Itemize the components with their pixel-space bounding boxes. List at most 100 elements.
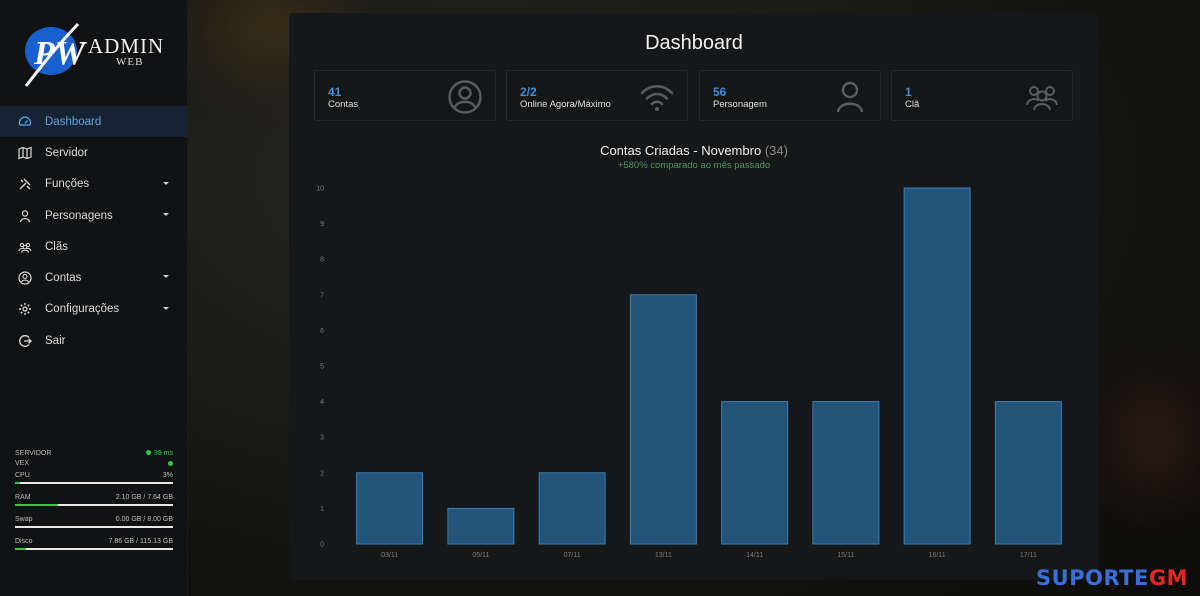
sidebar-item-label: Contas — [45, 272, 82, 285]
cpu-stat: CPU 3% — [15, 472, 173, 484]
group-icon — [18, 240, 32, 254]
chart-title: Contas Criadas - Novembro (34) — [600, 143, 788, 158]
x-tick-label: 15/11 — [837, 552, 854, 559]
ram-bar — [15, 504, 173, 506]
y-tick-label: 1 — [320, 506, 324, 513]
server-stats: SERVIDOR 39 ms VEX CPU 3% RAM 2.10 GB / 7.… — [15, 450, 173, 558]
vex-label: VEX — [15, 460, 30, 467]
gauge-icon — [18, 115, 32, 129]
chart-bar[interactable] — [447, 507, 515, 545]
caret-down-icon — [163, 275, 169, 279]
card-contas[interactable]: 41 Contas — [314, 70, 496, 121]
sidebar: PW ADMIN WEB Dashboard Servidor Funções Per… — [0, 0, 188, 596]
sidebar-item-contas[interactable]: Contas — [0, 262, 188, 293]
x-tick-label: 17/11 — [1020, 552, 1037, 559]
x-tick-label: 14/11 — [746, 552, 763, 559]
disk-value: 7.86 GB / 115.13 GB — [108, 538, 173, 545]
map-icon — [18, 146, 32, 160]
sidebar-menu: Dashboard Servidor Funções Personagens Clãs C… — [0, 106, 188, 356]
card-label: Online Agora/Máximo — [520, 99, 611, 110]
watermark: SUPORTEGM — [1036, 566, 1188, 590]
card-cla[interactable]: 1 Clã — [891, 70, 1073, 121]
sidebar-item-servidor[interactable]: Servidor — [0, 137, 188, 168]
tools-icon — [18, 177, 32, 191]
vex-status-dot-icon — [168, 461, 173, 466]
x-tick-label: 16/11 — [929, 552, 946, 559]
swap-bar — [15, 526, 173, 528]
y-tick-label: 7 — [320, 292, 324, 299]
logo-admin-text: ADMIN — [88, 34, 165, 58]
disk-stat: Disco 7.86 GB / 115.13 GB — [15, 538, 173, 550]
sidebar-item-funcoes[interactable]: Funções — [0, 169, 188, 200]
sidebar-item-dashboard[interactable]: Dashboard — [0, 106, 188, 138]
ram-label: RAM — [15, 494, 31, 501]
x-tick-label: 05/11 — [472, 552, 489, 559]
y-tick-label: 9 — [320, 221, 324, 228]
card-value: 1 — [905, 85, 912, 99]
sidebar-item-configuracoes[interactable]: Configurações — [0, 294, 188, 325]
chart-bar[interactable] — [721, 401, 789, 545]
y-tick-label: 6 — [320, 328, 324, 335]
svg-text:PW: PW — [33, 35, 88, 72]
y-tick-label: 2 — [320, 470, 324, 477]
sidebar-item-label: Clãs — [45, 240, 69, 253]
chart-bar[interactable] — [994, 401, 1062, 545]
user-icon — [836, 81, 864, 113]
sidebar-item-label: Configurações — [45, 303, 120, 316]
disk-bar — [15, 548, 173, 550]
sidebar-item-sair[interactable]: Sair — [0, 325, 188, 356]
x-tick-label: 13/11 — [655, 552, 672, 559]
pw-logo-icon: PW — [24, 22, 88, 87]
background-glow — [1110, 380, 1200, 500]
card-label: Personagem — [713, 99, 767, 110]
y-tick-label: 3 — [320, 435, 324, 442]
swap-label: Swap — [15, 516, 33, 523]
y-tick-label: 5 — [320, 364, 324, 371]
caret-down-icon — [163, 306, 169, 310]
server-ping: 39 ms — [145, 450, 173, 457]
sidebar-item-label: Sair — [45, 334, 66, 347]
chart-title-count: (34) — [764, 143, 788, 158]
logout-icon — [18, 334, 32, 348]
server-row: SERVIDOR 39 ms — [15, 450, 173, 457]
card-online[interactable]: 2/2 Online Agora/Máximo — [506, 70, 688, 121]
chart-bar[interactable] — [903, 187, 971, 545]
sidebar-item-clas[interactable]: Clãs — [0, 231, 188, 262]
sidebar-item-personagens[interactable]: Personagens — [0, 200, 188, 231]
cpu-value: 3% — [162, 472, 173, 479]
sidebar-item-label: Personagens — [45, 209, 113, 222]
card-personagem[interactable]: 56 Personagem — [699, 70, 881, 121]
dashboard-panel: Dashboard 41 Contas 2/2 Online Agora/Máx… — [289, 13, 1099, 580]
ram-value: 2.10 GB / 7.64 GB — [115, 494, 173, 501]
y-tick-label: 0 — [320, 542, 324, 549]
cpu-label: CPU — [15, 472, 30, 479]
page-title: Dashboard — [645, 32, 743, 54]
logo[interactable]: PW ADMIN WEB — [20, 18, 170, 90]
y-tick-label: 10 — [316, 186, 324, 193]
caret-down-icon — [163, 181, 169, 185]
user-icon — [18, 209, 32, 223]
card-value: 56 — [713, 85, 727, 99]
card-value: 2/2 — [520, 85, 537, 99]
chart-bar[interactable] — [812, 401, 880, 545]
wifi-icon — [640, 84, 674, 111]
chart-bar[interactable] — [356, 472, 424, 545]
y-tick-label: 4 — [320, 399, 324, 406]
caret-down-icon — [163, 212, 169, 216]
gear-icon — [18, 302, 32, 316]
chart-bar[interactable] — [538, 472, 606, 545]
sidebar-item-label: Funções — [45, 178, 90, 191]
vex-row: VEX — [15, 460, 173, 467]
x-tick-label: 03/11 — [381, 552, 398, 559]
chart-bar[interactable] — [629, 294, 697, 545]
cpu-bar — [15, 482, 173, 484]
status-dot-icon — [145, 450, 151, 455]
chart-subtitle: +580% comparado ao mês passado — [617, 160, 771, 171]
card-label: Contas — [328, 99, 359, 110]
user-circle-icon — [18, 271, 32, 285]
swap-value: 0.00 GB / 8.00 GB — [115, 516, 173, 523]
accounts-bar-chart: 0 1 2 3 4 5 6 7 8 9 10 03/11 05/11 07/11 13/11 14/11 15/… — [316, 186, 1062, 559]
x-tick-label: 07/11 — [564, 552, 581, 559]
user-circle-icon — [448, 80, 482, 114]
group-icon — [1026, 86, 1058, 111]
